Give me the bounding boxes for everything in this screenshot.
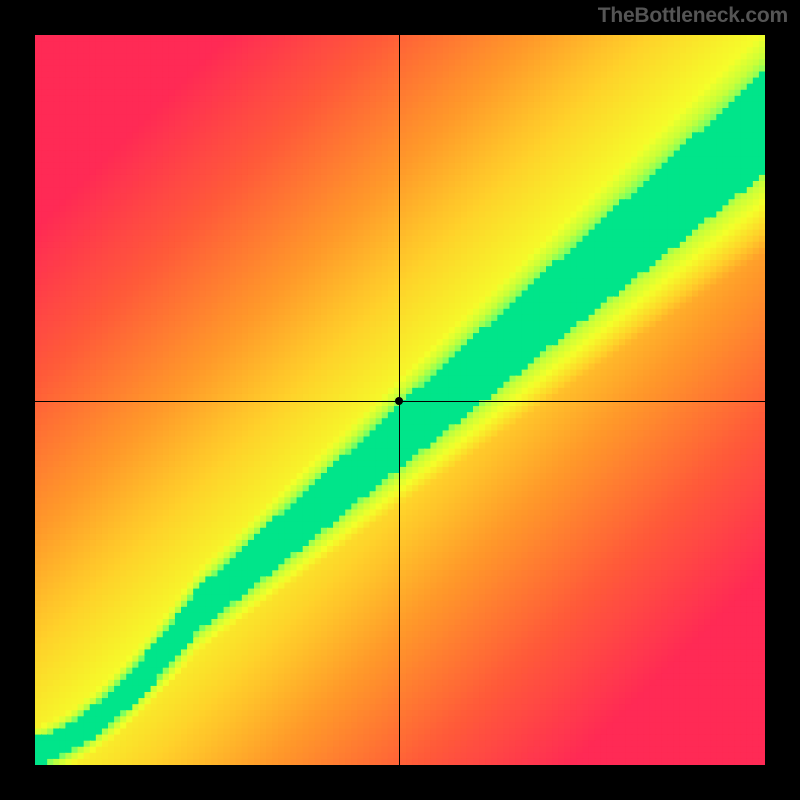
chart-container: TheBottleneck.com [0,0,800,800]
watermark-text: TheBottleneck.com [598,4,788,28]
crosshair-marker [395,397,403,405]
heatmap-plot [35,35,765,765]
